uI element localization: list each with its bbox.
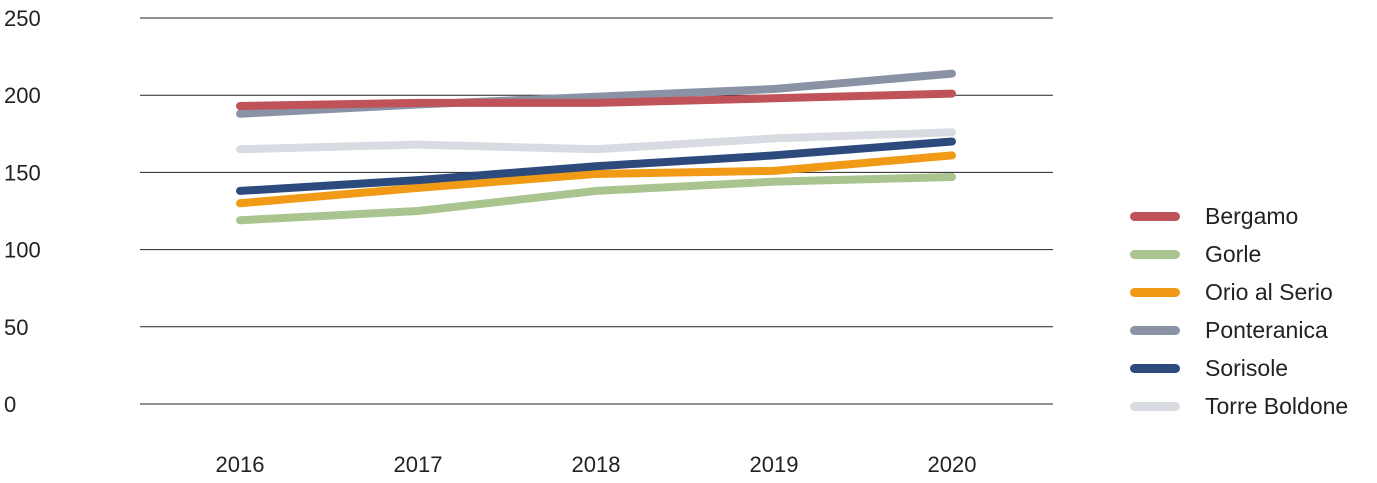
y-tick-label: 200 [4, 83, 41, 108]
legend-swatch [1130, 363, 1180, 373]
legend-swatch [1130, 211, 1180, 221]
legend-label: Bergamo [1205, 202, 1299, 229]
y-tick-label: 250 [4, 6, 41, 31]
x-tick-label: 2016 [216, 452, 265, 477]
y-tick-label: 100 [4, 238, 41, 263]
series-line-gorle [236, 173, 956, 225]
legend-item: Orio al Serio [1130, 273, 1348, 311]
y-axis-ticks: 0 50 100 150 200 250 [4, 6, 41, 417]
y-tick-label: 50 [4, 315, 28, 340]
x-tick-label: 2017 [394, 452, 443, 477]
legend-swatch [1130, 325, 1180, 335]
series-line-orio-al-serio [236, 151, 956, 208]
x-axis-ticks: 2016 2017 2018 2019 2020 [216, 452, 977, 477]
legend-swatch [1130, 401, 1180, 411]
legend-label: Gorle [1205, 240, 1262, 267]
legend: Bergamo Gorle Orio al Serio Ponteranica Sori… [1130, 197, 1348, 425]
legend-swatch [1130, 287, 1180, 297]
legend-label: Sorisole [1205, 354, 1289, 381]
legend-item: Torre Boldone [1130, 387, 1348, 425]
legend-label: Torre Boldone [1205, 392, 1349, 419]
legend-label: Orio al Serio [1205, 278, 1333, 305]
legend-item: Gorle [1130, 235, 1348, 273]
x-tick-label: 2020 [928, 452, 977, 477]
y-tick-label: 0 [4, 392, 16, 417]
legend-item: Bergamo [1130, 197, 1348, 235]
legend-label: Ponteranica [1205, 316, 1328, 343]
x-tick-label: 2018 [572, 452, 621, 477]
y-tick-label: 150 [4, 160, 41, 185]
legend-swatch [1130, 249, 1180, 259]
series-line-sorisole [236, 137, 956, 195]
series-lines [236, 69, 956, 225]
series-line-bergamo [236, 89, 956, 111]
x-tick-label: 2019 [750, 452, 799, 477]
legend-item: Sorisole [1130, 349, 1348, 387]
legend-item: Ponteranica [1130, 311, 1348, 349]
series-line-torre-boldone [236, 128, 956, 154]
